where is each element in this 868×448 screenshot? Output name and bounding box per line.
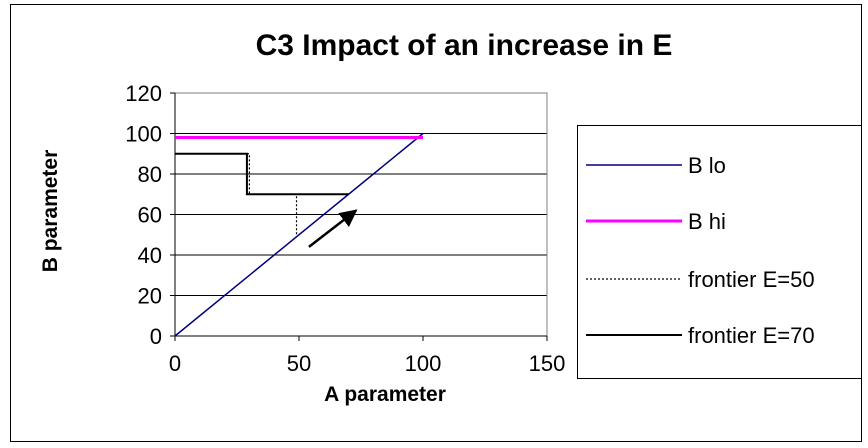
y-tick-label: 120	[125, 81, 162, 106]
legend-swatch	[586, 219, 682, 223]
y-tick-label: 20	[138, 284, 162, 309]
y-tick-label: 40	[138, 243, 162, 268]
legend-label: frontier E=70	[688, 323, 815, 348]
legend-swatch	[586, 164, 682, 166]
legend-swatch	[586, 278, 682, 280]
y-tick-label: 0	[150, 324, 162, 349]
x-tick-label: 50	[287, 351, 311, 376]
legend-item: frontier E=50	[578, 264, 861, 294]
legend-label: frontier E=50	[688, 267, 815, 292]
series-line-1	[174, 132, 424, 337]
legend-item: B lo	[578, 150, 861, 180]
legend-label: B lo	[688, 153, 726, 178]
series-line-4	[175, 152, 349, 196]
y-tick-label: 80	[138, 162, 162, 187]
legend-swatch	[586, 334, 682, 336]
x-tick-label: 150	[529, 351, 566, 376]
chart-title: C3 Impact of an increase in E	[255, 29, 673, 62]
legend-item: B hi	[578, 206, 861, 236]
y-tick-label: 100	[125, 122, 162, 147]
x-tick-label: 0	[169, 351, 181, 376]
y-tick-label: 60	[138, 203, 162, 228]
trend-arrow	[308, 209, 358, 248]
legend-label: B hi	[688, 209, 726, 234]
x-axis-title: A parameter	[324, 383, 446, 406]
legend-item: frontier E=70	[578, 320, 861, 350]
legend: B lo B hi frontier E=50 frontier E=70	[577, 125, 861, 379]
chart-area: C3 Impact of an increase in E 0 20 40 60 80 1…	[10, 4, 862, 442]
y-axis-title: B parameter	[39, 149, 62, 273]
plot-area: 0 20 40 60 80 100 120 0 50 100 150	[125, 81, 566, 376]
x-tick-label: 100	[405, 351, 442, 376]
